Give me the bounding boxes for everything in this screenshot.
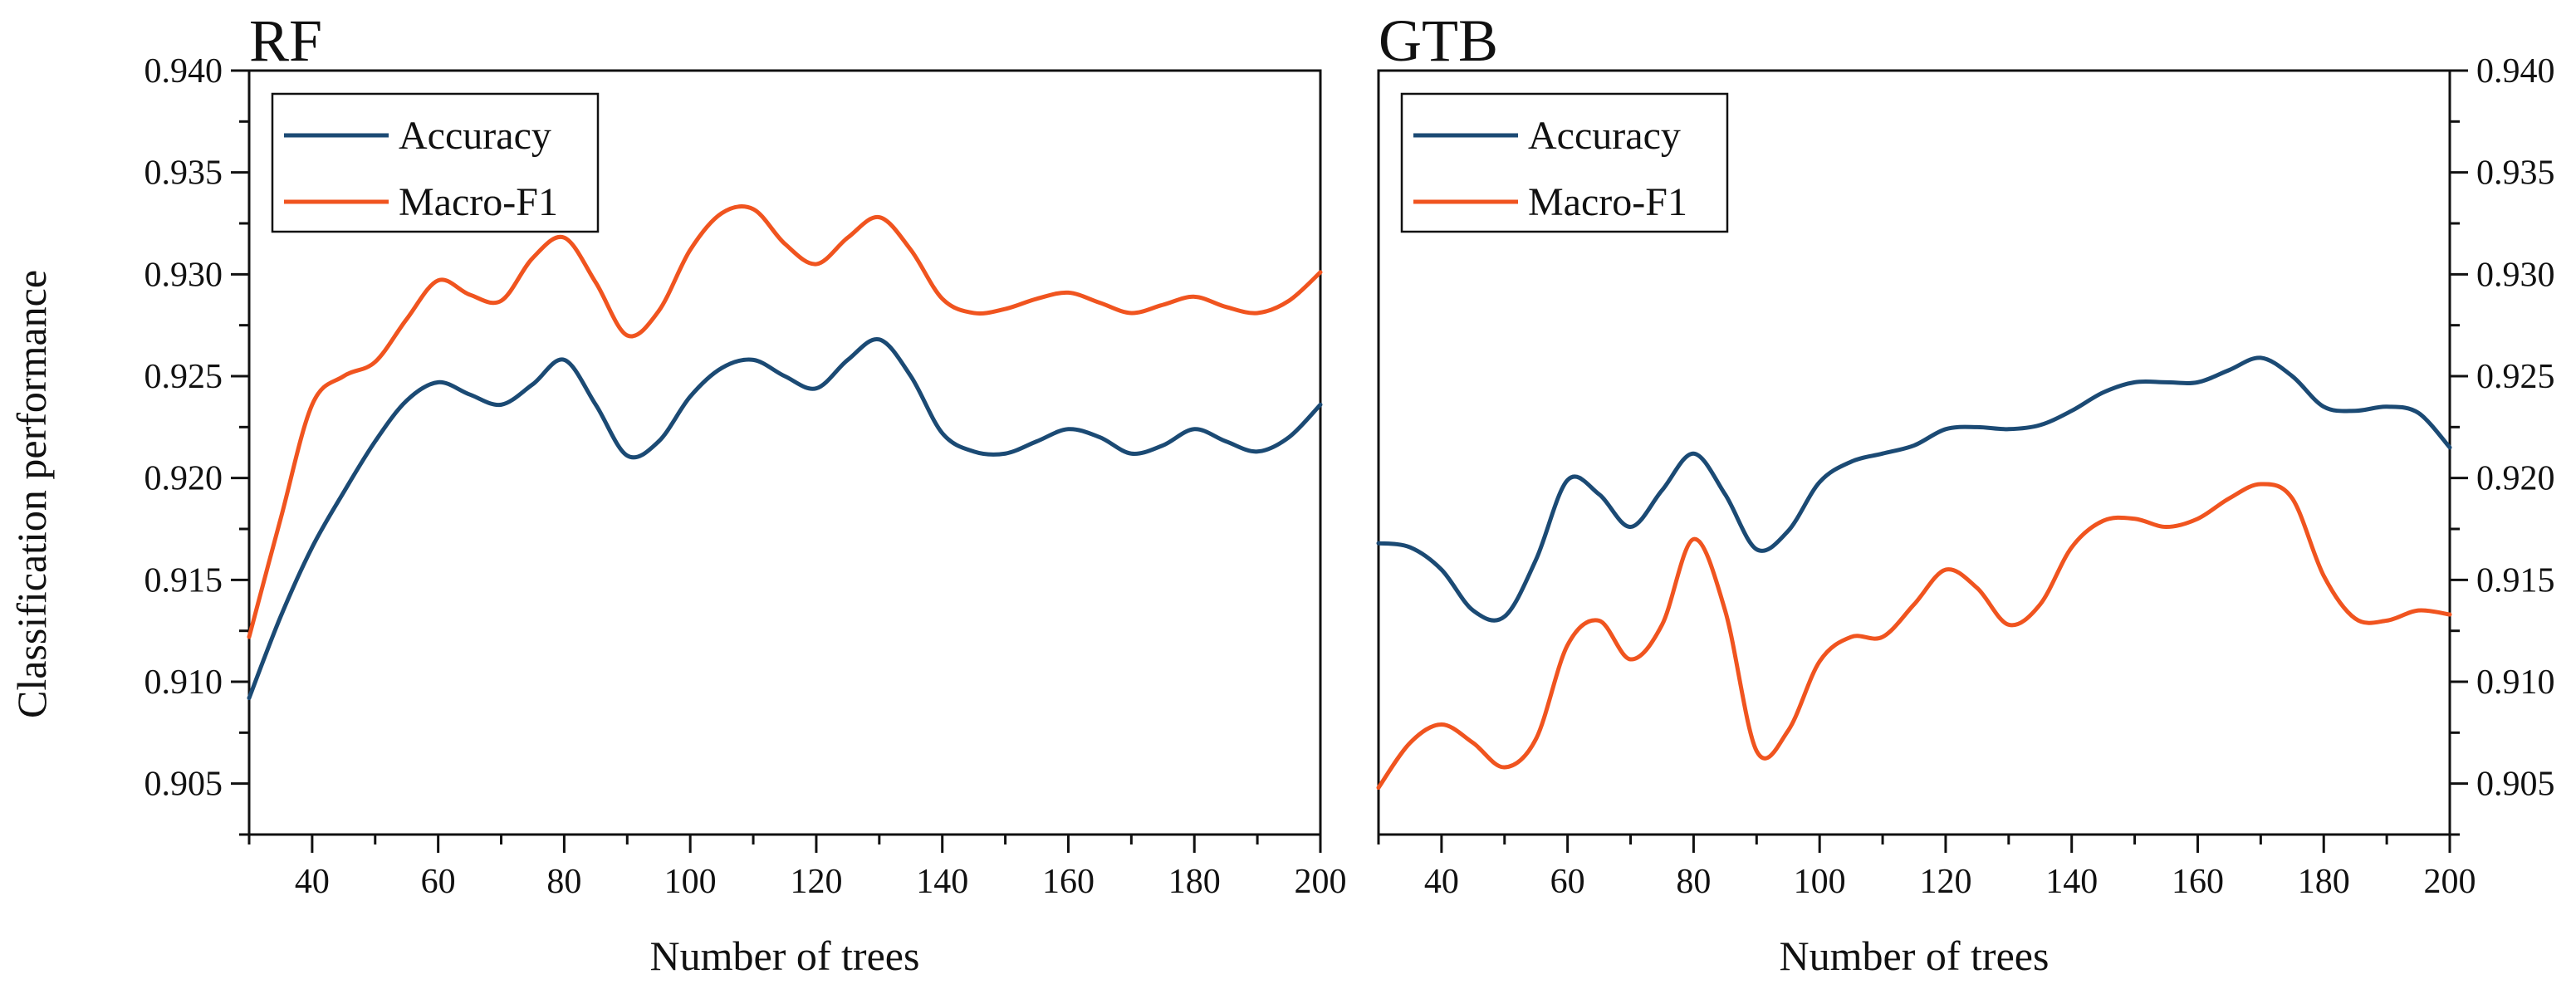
gtb-plot-frame (1377, 69, 2451, 836)
gtb-x-tick-label: 180 (2298, 863, 2350, 901)
gtb-accuracy-line (1376, 355, 2452, 623)
rf-y-tick-label: 0.940 (144, 52, 223, 91)
rf-x-tick-label: 160 (1042, 863, 1095, 901)
rf-legend-label-macro-f1: Macro-F1 (399, 180, 558, 224)
gtb-y-tick-label: 0.910 (2476, 663, 2555, 702)
rf-x-tick-label: 140 (916, 863, 968, 901)
gtb-legend-label-accuracy: Accuracy (1528, 114, 1681, 158)
rf-macro-f1-line (247, 204, 1323, 639)
gtb-x-tick-label: 120 (1919, 863, 1971, 901)
rf-legend-label-accuracy: Accuracy (399, 114, 551, 158)
rf-x-tick-label: 80 (546, 863, 581, 901)
gtb-y-tick-label: 0.920 (2476, 460, 2555, 498)
rf-legend (271, 92, 600, 233)
rf-panel-title: RF (249, 7, 322, 74)
gtb-y-tick-label: 0.930 (2476, 256, 2555, 294)
rf-x-tick-label: 180 (1168, 863, 1221, 901)
rf-x-tick-label: 40 (295, 863, 330, 901)
rf-y-tick-label: 0.910 (144, 663, 223, 702)
gtb-x-axis-title: Number of trees (1780, 933, 2050, 979)
gtb-x-tick-label: 200 (2424, 863, 2476, 901)
gtb-x-tick-label: 100 (1794, 863, 1846, 901)
rf-y-tick-label: 0.930 (144, 256, 223, 294)
rf-y-tick-label: 0.905 (144, 766, 223, 804)
y-axis-title: Classification performance (8, 270, 55, 718)
gtb-y-tick-label: 0.935 (2476, 154, 2555, 193)
rf-x-axis-title: Number of trees (650, 933, 920, 979)
gtb-x-tick-label: 80 (1676, 863, 1711, 901)
gtb-x-tick-label: 60 (1550, 863, 1585, 901)
gtb-y-tick-label: 0.940 (2476, 52, 2555, 91)
gtb-panel-title: GTB (1379, 7, 1498, 74)
rf-y-tick-label: 0.935 (144, 154, 223, 193)
gtb-x-tick-label: 40 (1424, 863, 1459, 901)
gtb-legend (1400, 92, 1729, 233)
rf-y-tick-label: 0.925 (144, 358, 223, 396)
gtb-y-tick-label: 0.915 (2476, 561, 2555, 600)
gtb-x-tick-label: 160 (2172, 863, 2224, 901)
gtb-macro-f1-line (1376, 482, 2452, 791)
rf-x-tick-label: 200 (1295, 863, 1347, 901)
rf-accuracy-line (247, 337, 1323, 701)
rf-y-tick-label: 0.915 (144, 561, 223, 600)
rf-chart-panel: RF 40 60 80 100 120 140 160 180 200 Number of tree… (144, 7, 1347, 979)
rf-y-tick-label: 0.920 (144, 460, 223, 498)
gtb-y-tick-label: 0.905 (2476, 766, 2555, 804)
gtb-x-tick-label: 140 (2045, 863, 2098, 901)
rf-x-tick-label: 60 (421, 863, 456, 901)
rf-x-tick-label: 120 (790, 863, 842, 901)
rf-plot-frame (247, 69, 1322, 836)
gtb-legend-label-macro-f1: Macro-F1 (1528, 180, 1687, 224)
gtb-y-tick-label: 0.925 (2476, 358, 2555, 396)
rf-x-tick-label: 100 (664, 863, 717, 901)
gtb-chart-panel: GTB 40 60 80 100 120 140 160 180 200 Number of tre… (1376, 7, 2555, 979)
